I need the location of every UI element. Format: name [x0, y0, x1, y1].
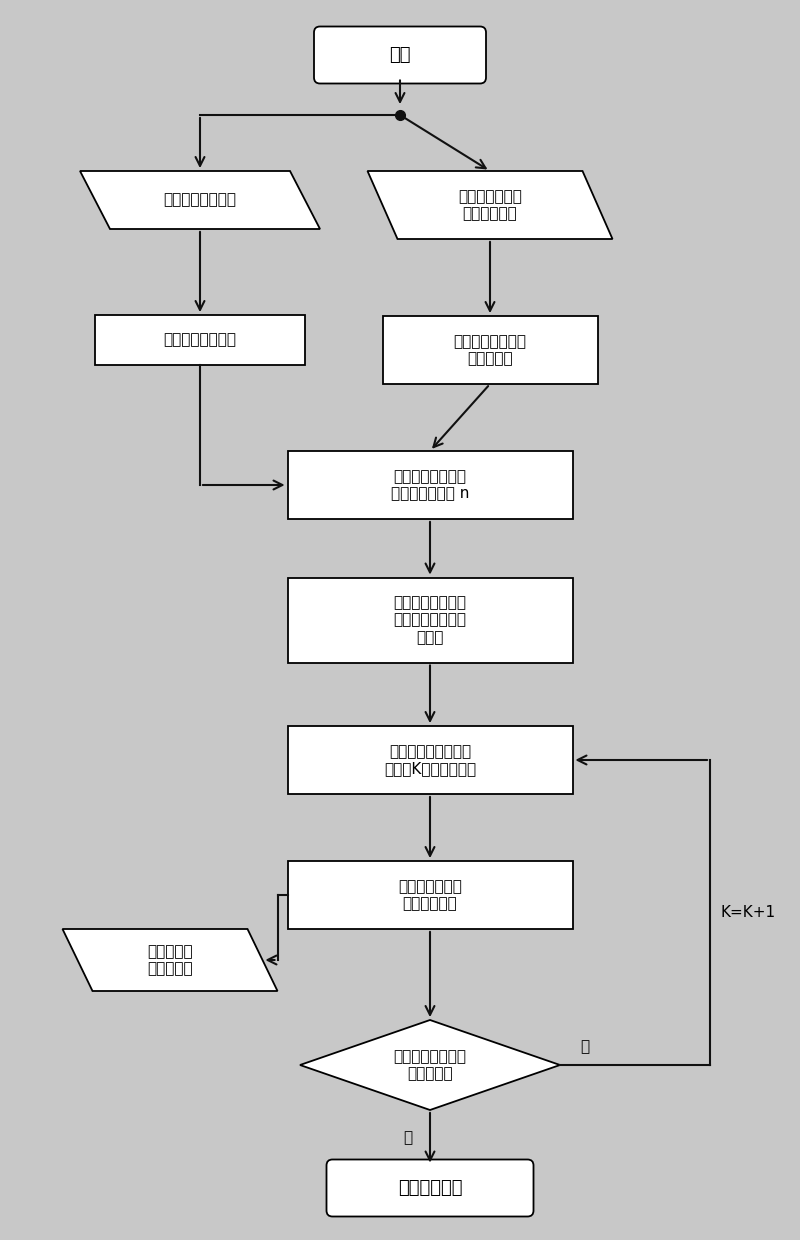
Text: 输入初始关节角
度和目标位姿: 输入初始关节角 度和目标位姿: [458, 188, 522, 221]
Bar: [287, 578, 573, 662]
FancyBboxPatch shape: [326, 1159, 534, 1216]
Bar: [95, 315, 305, 365]
Polygon shape: [62, 929, 278, 991]
Polygon shape: [80, 171, 320, 229]
Bar: [382, 316, 598, 384]
Bar: [287, 861, 573, 929]
Text: 利用广义雅可比矩阵
反解第K步关节角速度: 利用广义雅可比矩阵 反解第K步关节角速度: [384, 744, 476, 776]
Text: 求解当前步关节
角及基座位姿: 求解当前步关节 角及基座位姿: [398, 879, 462, 911]
Polygon shape: [300, 1021, 560, 1110]
Text: K=K+1: K=K+1: [720, 905, 775, 920]
Text: 判断当前步数是否
到达总步数: 判断当前步数是否 到达总步数: [394, 1049, 466, 1081]
Text: 总时间和加速时间: 总时间和加速时间: [163, 192, 237, 207]
FancyBboxPatch shape: [314, 26, 486, 83]
Text: 路径规划结束: 路径规划结束: [398, 1179, 462, 1197]
Bar: [287, 725, 573, 794]
Text: 确定末端最大速度: 确定末端最大速度: [163, 332, 237, 347]
Text: 是: 是: [403, 1130, 412, 1146]
Text: 输出当前步
的关节转角: 输出当前步 的关节转角: [147, 944, 193, 976]
Polygon shape: [367, 171, 613, 239]
Bar: [287, 451, 573, 520]
Text: 确定末端线速度曲
线和总运动步长 n: 确定末端线速度曲 线和总运动步长 n: [391, 469, 469, 501]
Text: 否: 否: [580, 1039, 589, 1054]
Text: 求解插补直线距离
及姿态变化: 求解插补直线距离 及姿态变化: [454, 334, 526, 366]
Text: 开始: 开始: [390, 46, 410, 64]
Text: 求解每步位姿插补
增量，并确定末端
角速度: 求解每步位姿插补 增量，并确定末端 角速度: [394, 595, 466, 645]
